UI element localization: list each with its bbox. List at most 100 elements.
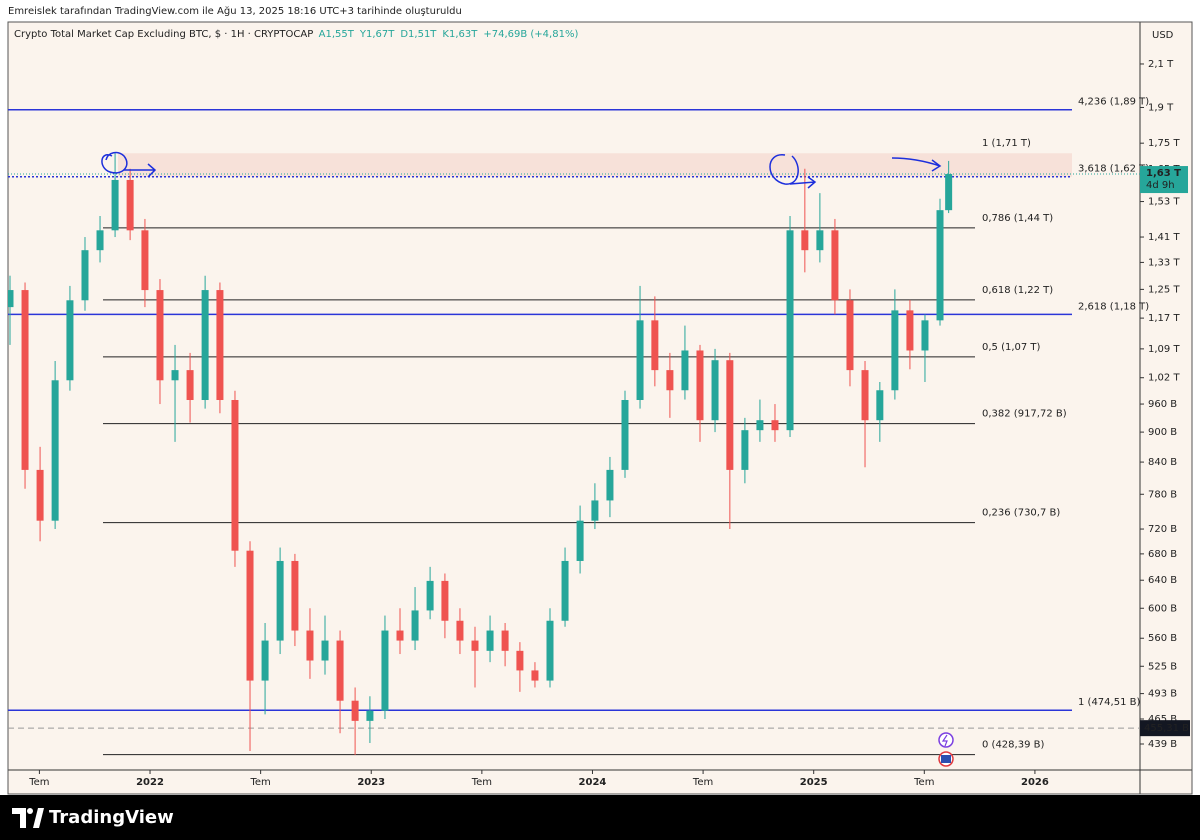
y-tick-label: 1,33 T (1148, 257, 1180, 268)
candle-body (531, 670, 539, 681)
y-tick-label: 780 B (1148, 489, 1177, 500)
fib-label: 0,5 (1,07 T) (982, 342, 1041, 353)
price-axis (1140, 22, 1192, 770)
candle-body (846, 300, 854, 371)
fib-label: 0,786 (1,44 T) (982, 213, 1053, 224)
candle-body (576, 520, 584, 561)
candle-body (126, 179, 134, 231)
candle-body (456, 620, 464, 641)
candle-body (81, 250, 89, 301)
candle-body (816, 230, 824, 251)
arrow-mark (891, 157, 942, 172)
candle-body (636, 320, 644, 401)
resistance-zone (118, 153, 1072, 177)
brand-name: TradingView (49, 807, 174, 828)
candle-body (726, 360, 734, 470)
candle-body (771, 420, 779, 431)
footer (0, 795, 1200, 840)
candle-body (831, 230, 839, 301)
candle-body (36, 469, 44, 521)
logo-shape (27, 808, 33, 814)
candle-body (561, 560, 569, 621)
header-text: Emreislek tarafından TradingView.com ile… (8, 5, 462, 17)
frame (7, 21, 1193, 795)
legend-value: Y1,67T (359, 29, 395, 40)
fib-label: 0 (428,39 B) (982, 740, 1044, 751)
y-tick-label: 1,25 T (1148, 284, 1180, 295)
candle-body (921, 320, 929, 351)
candle-body (246, 550, 254, 681)
extension-label: 1 (474,51 B) (1078, 697, 1140, 708)
event-icon (938, 732, 954, 748)
candle-body (396, 630, 404, 641)
logo-shape (12, 808, 26, 828)
y-tick-label: 600 B (1148, 603, 1177, 614)
y-tick-label: 560 B (1148, 633, 1177, 644)
candle-body (945, 174, 953, 211)
y-tick-label: 1,17 T (1148, 313, 1180, 324)
candle-body (96, 230, 104, 251)
marker-tag-label: 455,31 B (1144, 723, 1189, 734)
countdown: 4d 9h (1146, 180, 1175, 191)
y-tick-label: 1,41 T (1148, 232, 1180, 243)
y-tick-label: 680 B (1148, 549, 1177, 560)
y-tick-label: 840 B (1148, 457, 1177, 468)
logo-shape (33, 808, 44, 828)
candle-body (741, 430, 749, 470)
x-tick-label: 2023 (357, 777, 385, 788)
legend: Crypto Total Market Cap Excluding BTC, $… (14, 29, 578, 40)
candle-body (411, 610, 419, 641)
candle-body (336, 640, 344, 701)
candle-body (621, 400, 629, 470)
arrow-mark (789, 176, 817, 189)
candle-body (261, 640, 269, 681)
candle-body (696, 350, 704, 421)
plot-area (8, 22, 1140, 770)
candle-body (861, 370, 869, 421)
event-icon (941, 755, 951, 763)
x-tick-label: 2022 (136, 777, 164, 788)
candle-body (501, 630, 509, 651)
brand-logo (12, 808, 44, 828)
candle-body (216, 290, 224, 401)
candle-body (891, 310, 899, 391)
x-tick-label: Tem (692, 777, 713, 788)
legend-value: A1,55T (319, 29, 355, 40)
candle-body (756, 420, 764, 431)
y-tick-label: 1,53 T (1148, 197, 1180, 208)
candle-body (186, 370, 194, 401)
candle-body (711, 360, 719, 421)
legend-value: D1,51T (400, 29, 437, 40)
candle-body (111, 179, 119, 231)
y-tick-label: 439 B (1148, 739, 1177, 750)
x-tick-label: Tem (249, 777, 270, 788)
legend-title: Crypto Total Market Cap Excluding BTC, $… (14, 29, 313, 40)
candle-body (786, 230, 794, 431)
candle-body (351, 700, 359, 721)
plot (8, 108, 1140, 756)
candle-body (156, 290, 164, 381)
fib-label: 0,382 (917,72 B) (982, 409, 1067, 420)
candle-body (321, 640, 329, 661)
fib-label: 0,236 (730,7 B) (982, 508, 1060, 519)
y-tick-label: 465 B (1148, 714, 1177, 725)
x-tick-label: Tem (471, 777, 492, 788)
candle-body (471, 640, 479, 651)
event-icons (938, 732, 954, 767)
event-icon (941, 734, 948, 747)
candle-body (606, 469, 614, 501)
extension-label: 3,618 (1,62 T) (1078, 164, 1149, 175)
y-tick-label: 525 B (1148, 661, 1177, 672)
candle-body (276, 560, 284, 641)
y-tick-label: 493 B (1148, 689, 1177, 700)
y-tick-label: 1,02 T (1148, 373, 1180, 384)
fib-label: 1 (1,71 T) (982, 138, 1031, 149)
x-tick-label: Tem (913, 777, 934, 788)
legend-value: +74,69B (+4,81%) (483, 29, 578, 40)
last-price-tag (1140, 166, 1188, 194)
arrow-mark (124, 163, 157, 178)
annotations (101, 151, 942, 189)
circle-mark (769, 154, 799, 185)
